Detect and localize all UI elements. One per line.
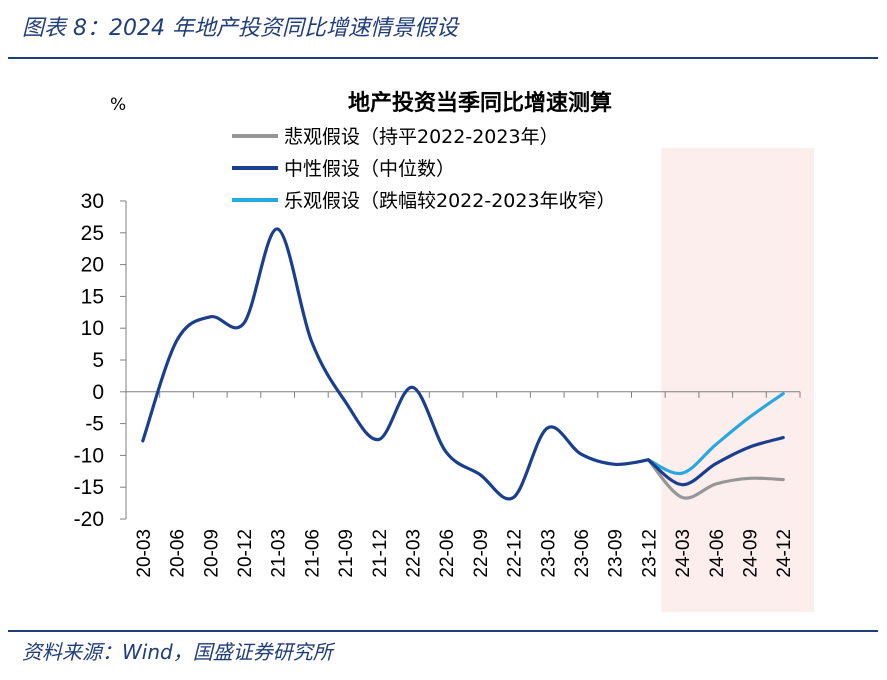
- x-tick-label: 23-09: [606, 529, 627, 578]
- x-tick-label: 22-09: [471, 529, 492, 578]
- series-line-pessimistic: [646, 458, 785, 500]
- x-tick-label: 22-06: [437, 529, 458, 578]
- bottom-rule: [8, 630, 878, 632]
- y-tick-label: 5: [92, 349, 104, 372]
- x-tick-label: 21-06: [302, 529, 323, 578]
- x-tick-label: 24-09: [740, 529, 761, 578]
- y-tick-label: -20: [74, 508, 104, 531]
- x-tick-label: 24-06: [707, 529, 728, 578]
- top-rule: [8, 57, 878, 59]
- y-tick-label: -10: [74, 444, 104, 467]
- legend: 悲观假设（持平2022-2023年） 中性假设（中位数） 乐观假设（跌幅较2022-…: [232, 126, 616, 212]
- x-tick-label: 20-06: [168, 529, 189, 578]
- forecast-shade: [661, 148, 814, 612]
- x-tick-label: 24-03: [673, 529, 694, 578]
- legend-label: 中性假设（中位数）: [284, 158, 455, 180]
- chart: 30 25 20 15 10 5 0 -5 -10 -15 -20 20-03 20-06 20-09 20…: [74, 90, 814, 612]
- chart-title: 地产投资当季同比增速测算: [348, 90, 612, 116]
- x-tick-label: 20-03: [134, 529, 155, 578]
- y-tick-label: 30: [81, 190, 104, 213]
- legend-label: 乐观假设（跌幅较2022-2023年收窄）: [284, 190, 616, 212]
- x-tick-label: 20-09: [201, 529, 222, 578]
- source-note: 资料来源：Wind，国盛证券研究所: [22, 640, 333, 664]
- x-tick-label: 21-03: [269, 529, 290, 578]
- legend-label: 悲观假设（持平2022-2023年）: [284, 126, 559, 148]
- x-tick-label: 20-12: [235, 529, 256, 578]
- x-tick-label: 23-06: [572, 529, 593, 578]
- y-tick-label: -5: [85, 413, 104, 436]
- x-tick-label: 23-12: [639, 529, 660, 578]
- x-tick-label: 23-03: [538, 529, 559, 578]
- y-tick-label: 20: [81, 254, 104, 277]
- figure-title: 图表 8：2024 年地产投资同比增速情景假设: [22, 16, 458, 41]
- x-tick-label: 22-03: [403, 529, 424, 578]
- x-tick-label: 22-12: [505, 529, 526, 578]
- x-tick-label: 21-09: [336, 529, 357, 578]
- series-line-neutral: [646, 436, 785, 487]
- x-tick-label: 24-12: [774, 529, 795, 578]
- y-tick-label: 0: [92, 381, 104, 404]
- y-tick-label: 10: [81, 317, 104, 340]
- y-tick-label: 15: [81, 285, 104, 308]
- y-tick-label: -15: [74, 476, 104, 499]
- series-line-optimistic: [646, 392, 785, 476]
- y-axis-unit: %: [110, 95, 126, 115]
- x-tick-label: 21-12: [370, 529, 391, 578]
- history-line: [141, 227, 650, 501]
- y-tick-label: 25: [81, 222, 104, 245]
